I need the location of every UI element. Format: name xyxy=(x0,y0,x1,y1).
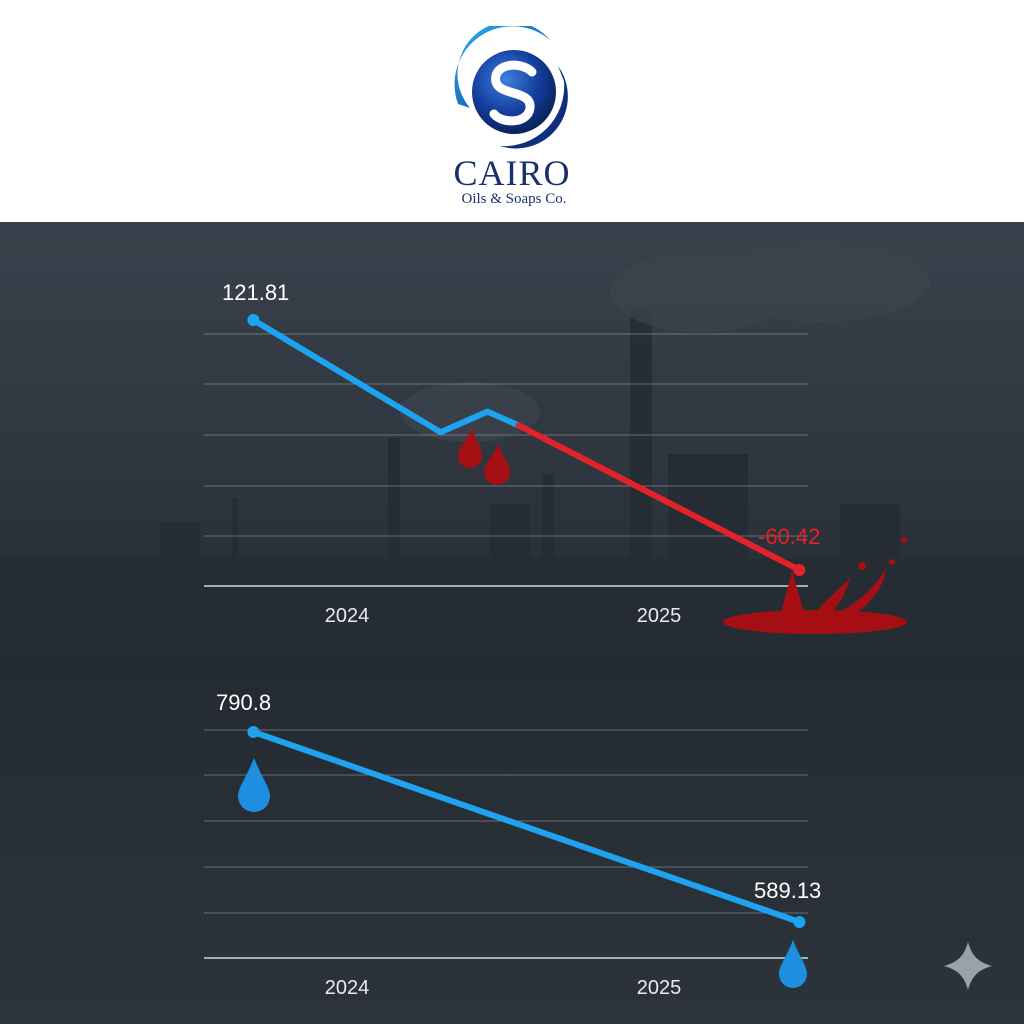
x-tick-label: 2025 xyxy=(637,977,682,999)
data-label-last: 589.13 xyxy=(754,878,821,903)
x-tick-label: 2024 xyxy=(325,977,370,999)
data-point-first xyxy=(247,726,260,738)
chart-panel-top: 2024 2025 121.81 -60.42 xyxy=(0,222,1024,654)
line-segment xyxy=(250,317,444,436)
x-tick-label: 2025 xyxy=(637,605,682,627)
blood-drop-icon xyxy=(458,428,510,485)
x-tick-label: 2024 xyxy=(325,605,370,627)
line-segment xyxy=(515,422,803,573)
series-line-top xyxy=(247,314,806,576)
line-segment xyxy=(250,729,803,925)
data-point-last xyxy=(793,916,806,928)
company-subtitle: Oils & Soaps Co. xyxy=(461,191,567,207)
chart-bottom-svg: 2024 2025 790.8 589.13 xyxy=(204,690,992,999)
header: CAIRO Oils & Soaps Co. xyxy=(0,0,1024,222)
factory-silhouette xyxy=(0,310,1024,654)
line-segment xyxy=(437,408,491,436)
chart-top-svg: 2024 2025 121.81 -60.42 xyxy=(0,242,1024,654)
chart-panel-bottom: 2024 2025 790.8 589.13 xyxy=(0,654,1024,1024)
data-label-last: -60.42 xyxy=(758,524,820,549)
data-label-first: 790.8 xyxy=(216,690,271,715)
company-logo xyxy=(454,26,568,149)
data-point-last xyxy=(793,564,806,576)
grid-top xyxy=(204,333,808,537)
line-segment xyxy=(484,408,522,429)
water-drop-icon xyxy=(238,758,807,988)
data-label-first: 121.81 xyxy=(222,280,289,305)
data-point-first xyxy=(247,314,260,326)
series-line-bottom xyxy=(247,726,806,928)
sparkle-icon xyxy=(944,942,992,990)
blood-splash-icon xyxy=(723,537,907,634)
company-name: CAIRO xyxy=(453,153,571,193)
grid-bottom xyxy=(204,729,808,914)
